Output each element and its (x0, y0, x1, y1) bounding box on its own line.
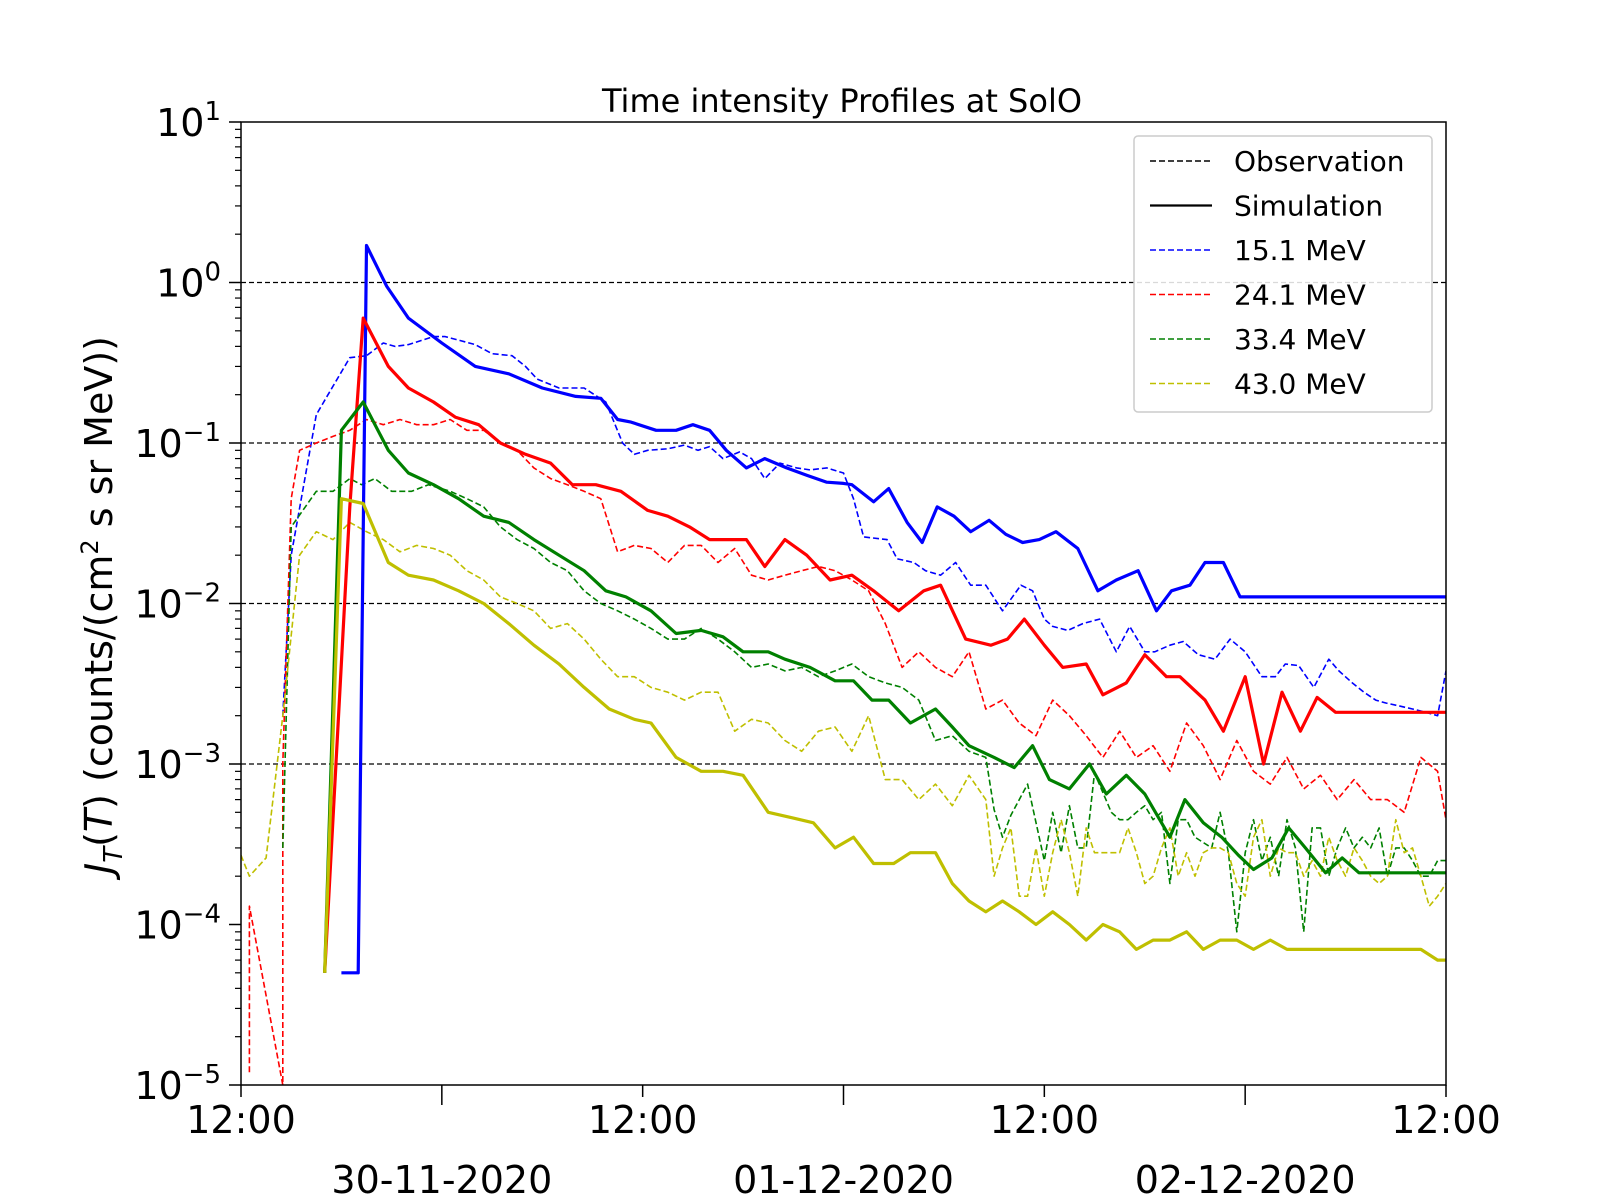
series-15-1-mev-observationline (282, 335, 1446, 717)
y-tick-base: 10 (134, 743, 182, 787)
legend-label: 43.0 MeV (1234, 368, 1366, 401)
y-tick-exponent: 0 (204, 258, 221, 288)
series-33-4-mev-observationline (282, 477, 1446, 933)
series-33-4-mev-simulationline (323, 400, 1446, 973)
legend: Observation Simulation 15.1 MeV 24.1 MeV 33.… (1133, 135, 1433, 413)
x-tick-label: 12:00 (1391, 1098, 1501, 1142)
y-tick-base: 10 (134, 1064, 182, 1108)
y-tick-base: 10 (134, 583, 182, 627)
ylabel-sub: T (99, 845, 129, 863)
chart-title: Time intensity Profiles at SolO (601, 82, 1082, 120)
legend-label: Observation (1234, 145, 1405, 178)
x-tick-label: 12:00 (990, 1098, 1100, 1142)
legend-label: 33.4 MeV (1234, 323, 1366, 356)
ylabel-t: T (77, 806, 121, 832)
y-tick-base: 10 (156, 101, 204, 145)
series-43-0-mev-simulationline (323, 497, 1446, 973)
legend-label: Simulation (1234, 190, 1383, 223)
y-tick-base: 10 (134, 422, 182, 466)
y-tick-exponent: −3 (183, 739, 221, 769)
ylabel-units-post: s sr MeV)) (77, 336, 121, 539)
x-tick-label: 12:00 (588, 1098, 698, 1142)
x-date-label: 02-12-2020 (1135, 1158, 1356, 1200)
ylabel-sq: 2 (76, 539, 104, 554)
ylabel-paren-open: ( (77, 832, 121, 847)
series-24-1-mev-simulationline (323, 316, 1446, 973)
y-tick-exponent: −4 (183, 900, 221, 930)
y-tick-label: 10−3 (134, 739, 221, 787)
series-15-1-mev-simulationline (341, 243, 1446, 975)
x-date-label: 01-12-2020 (733, 1158, 954, 1200)
y-tick-base: 10 (156, 262, 204, 306)
x-date-label: 30-11-2020 (331, 1158, 552, 1200)
y-tick-exponent: −2 (183, 579, 221, 609)
legend-label: 24.1 MeV (1234, 279, 1366, 312)
y-tick-exponent: 1 (204, 97, 221, 127)
legend-label: 15.1 MeV (1234, 234, 1366, 267)
y-tick-label: 10−4 (134, 900, 221, 948)
ylabel-units-pre: (counts/(cm (77, 555, 121, 794)
series-43-0-mev-observationline (241, 521, 1446, 908)
y-axis-label: JT(T) (counts/(cm2 s sr MeV)) (76, 336, 129, 881)
y-tick-label: 101 (156, 97, 221, 145)
y-tick-base: 10 (134, 904, 182, 948)
y-tick-exponent: −5 (183, 1060, 221, 1090)
y-tick-label: 100 (156, 258, 221, 306)
ylabel-paren-close: ) (77, 794, 121, 809)
y-tick-label: 10−2 (134, 579, 221, 627)
y-tick-label: 10−1 (134, 418, 221, 466)
series-lines (241, 243, 1446, 1085)
x-tick-label: 12:00 (186, 1098, 296, 1142)
y-tick-label: 10−5 (134, 1060, 221, 1108)
x-axis: 12:00 12:00 12:00 12:00 30-11-2020 01-12-2020… (186, 1085, 1501, 1200)
y-tick-exponent: −1 (183, 418, 221, 448)
